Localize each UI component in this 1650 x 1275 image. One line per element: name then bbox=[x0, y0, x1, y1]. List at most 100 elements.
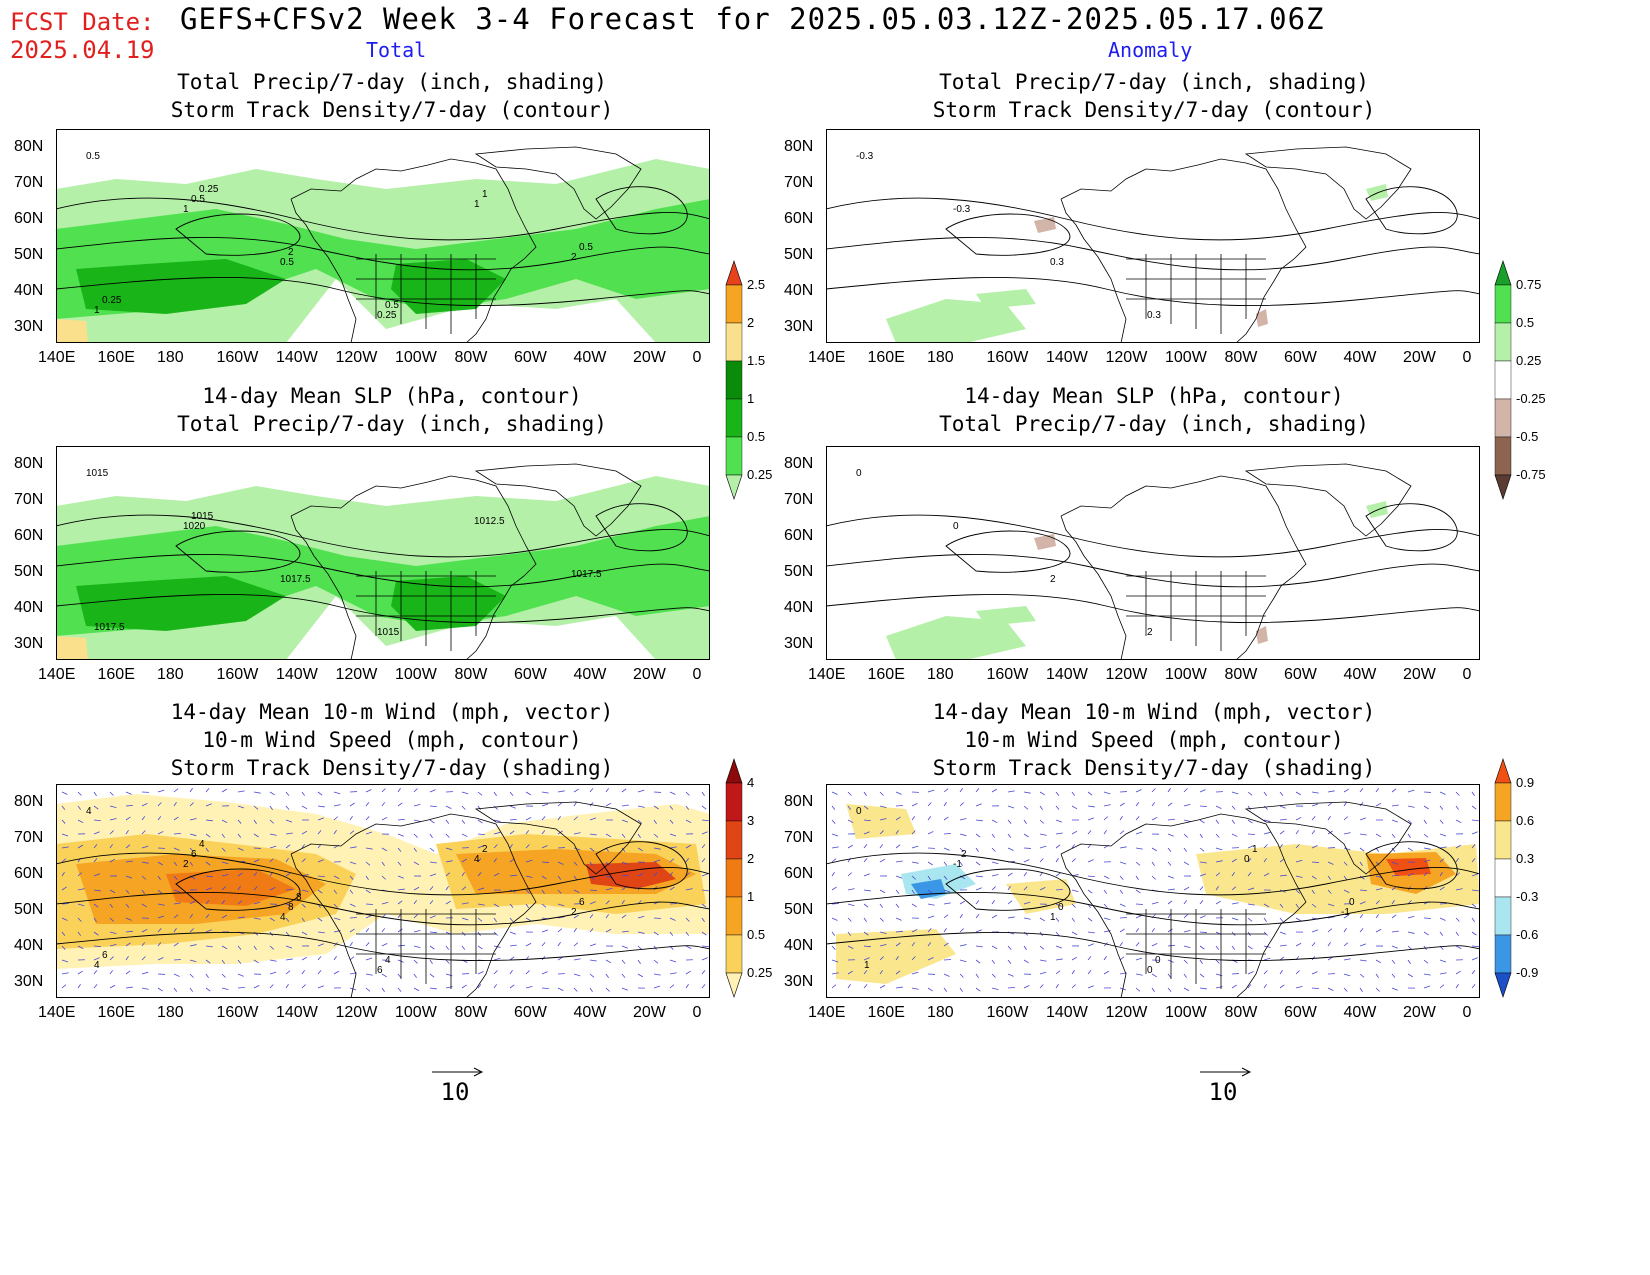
lat-tick-label: 60N bbox=[14, 210, 44, 227]
contour-label: 8 bbox=[296, 892, 302, 903]
contour-label: 1020 bbox=[183, 521, 206, 532]
lat-tick-label: 50N bbox=[784, 563, 814, 580]
colorbar-tick-label: -0.9 bbox=[1516, 965, 1539, 980]
lat-tick-label: 80N bbox=[784, 455, 814, 472]
lon-tick-label: 140E bbox=[38, 666, 76, 683]
lat-tick-label: 30N bbox=[14, 318, 44, 335]
lon-tick-label: 180 bbox=[157, 1004, 184, 1021]
lon-tick-label: 160W bbox=[216, 349, 259, 366]
lon-tick-label: 0 bbox=[1462, 666, 1472, 683]
contour-label: 6 bbox=[102, 950, 108, 961]
lon-tick-label: 140E bbox=[808, 349, 846, 366]
contour-label: 1012.5 bbox=[474, 516, 505, 527]
lon-tick-label: 40W bbox=[573, 349, 607, 366]
vector-reference-value-left: 10 bbox=[440, 1078, 470, 1106]
map-anom-precip-storm: -0.3 -0.3 0.3 0.3 bbox=[826, 129, 1480, 343]
lon-tick-label: 160W bbox=[986, 349, 1029, 366]
contour-lines bbox=[56, 186, 710, 307]
lat-tick-label: 70N bbox=[784, 491, 814, 508]
lon-tick-label: 0 bbox=[1462, 1004, 1472, 1021]
contour-label: 6 bbox=[191, 849, 197, 860]
contour-label: 0.5 bbox=[579, 242, 593, 253]
main-title: GEFS+CFSv2 Week 3-4 Forecast for 2025.05… bbox=[180, 2, 1325, 36]
lat-tick-label: 70N bbox=[784, 829, 814, 846]
colorbar-tick-label: -0.25 bbox=[1516, 391, 1546, 406]
coastlines bbox=[290, 146, 642, 343]
coastlines bbox=[1060, 801, 1412, 998]
lon-tick-label: 160W bbox=[986, 1004, 1029, 1021]
lat-tick-label: 80N bbox=[14, 455, 44, 472]
contour-label: 0.25 bbox=[377, 310, 397, 321]
contour-label: 0 bbox=[1349, 897, 1355, 908]
colorbar-tick-label: 3 bbox=[747, 813, 755, 828]
contour-label: 4 bbox=[86, 806, 92, 817]
lon-tick-label: 60W bbox=[1284, 666, 1317, 683]
contour-label: 2 bbox=[1050, 574, 1056, 585]
lon-tick-label: 40W bbox=[573, 666, 607, 683]
lon-tick-label: 140E bbox=[38, 1004, 76, 1021]
lat-tick-label: 30N bbox=[14, 973, 44, 990]
lat-tick-label: 60N bbox=[14, 527, 44, 544]
lat-tick-label: 80N bbox=[14, 138, 44, 155]
lat-tick-label: 60N bbox=[784, 527, 814, 544]
lat-tick-label: 60N bbox=[784, 210, 814, 227]
lat-tick-label: 70N bbox=[14, 174, 44, 191]
contour-label: 2 bbox=[961, 849, 967, 860]
lon-tick-label: 180 bbox=[157, 666, 184, 683]
lat-tick-label: 70N bbox=[784, 174, 814, 191]
colorbar-storm-anomaly bbox=[1494, 758, 1512, 998]
colorbar-precip-anomaly bbox=[1494, 260, 1512, 500]
lon-tick-label: 80W bbox=[1224, 349, 1258, 366]
colorbar-tick-label: 0.25 bbox=[1516, 353, 1542, 368]
contour-label: 1015 bbox=[191, 511, 214, 522]
vector-reference-value-right: 10 bbox=[1208, 1078, 1238, 1106]
panel-title-total-wind: 14-day Mean 10-m Wind (mph, vector) 10-m… bbox=[170, 700, 614, 780]
colorbar-tick-label: 2 bbox=[747, 315, 755, 330]
colorbar-precip-total bbox=[725, 260, 743, 500]
storm-track-shading bbox=[56, 794, 710, 969]
panel-title-anom-wind: 14-day Mean 10-m Wind (mph, vector) 10-m… bbox=[932, 700, 1376, 780]
lon-tick-label: 140W bbox=[276, 1004, 318, 1021]
panel-title-total-precip: Total Precip/7-day (inch, shading) Storm… bbox=[170, 70, 614, 122]
colorbar-tick-label: 0.9 bbox=[1516, 775, 1535, 790]
contour-label: 0.25 bbox=[199, 184, 219, 195]
coastlines bbox=[1060, 463, 1412, 660]
contour-label: 0.3 bbox=[1147, 310, 1161, 321]
lon-tick-label: 140W bbox=[276, 666, 318, 683]
contour-label: 1015 bbox=[377, 627, 400, 638]
contour-label: 0.5 bbox=[191, 194, 205, 205]
lat-tick-label: 60N bbox=[14, 865, 44, 882]
colorbar-tick-label: 0.3 bbox=[1516, 851, 1535, 866]
lon-tick-label: 160E bbox=[97, 666, 135, 683]
contour-label: 0.25 bbox=[102, 295, 122, 306]
contour-label: 4 bbox=[474, 854, 480, 865]
contour-label: 0.5 bbox=[86, 151, 100, 162]
lon-tick-label: 140E bbox=[808, 1004, 846, 1021]
lon-tick-label: 180 bbox=[157, 349, 184, 366]
contour-label: 2 bbox=[571, 907, 577, 918]
colorbar-tick-label: -0.6 bbox=[1516, 927, 1539, 942]
lon-tick-label: 60W bbox=[1284, 349, 1317, 366]
colorbar-tick-label: 0.5 bbox=[747, 429, 766, 444]
contour-label: 4 bbox=[385, 955, 391, 966]
lon-tick-label: 140W bbox=[1046, 1004, 1088, 1021]
lat-tick-label: 50N bbox=[784, 901, 814, 918]
contour-label: 1 bbox=[1050, 912, 1056, 923]
lon-tick-label: 0 bbox=[692, 666, 702, 683]
lon-tick-label: 100W bbox=[395, 1004, 437, 1021]
colorbar-tick-label: 0.5 bbox=[747, 927, 766, 942]
contour-label: 2 bbox=[482, 844, 488, 855]
wind-vector-field bbox=[831, 788, 1479, 992]
contour-label: 1015 bbox=[86, 468, 109, 479]
wind-vector-field bbox=[61, 788, 709, 992]
lat-tick-label: 50N bbox=[14, 246, 44, 263]
contour-label: 0.5 bbox=[385, 300, 399, 311]
lat-tick-label: 50N bbox=[14, 901, 44, 918]
colorbar-tick-label: 1.5 bbox=[747, 353, 766, 368]
lat-tick-label: 50N bbox=[784, 246, 814, 263]
lon-tick-label: 80W bbox=[454, 666, 488, 683]
lon-tick-label: 140W bbox=[1046, 349, 1088, 366]
